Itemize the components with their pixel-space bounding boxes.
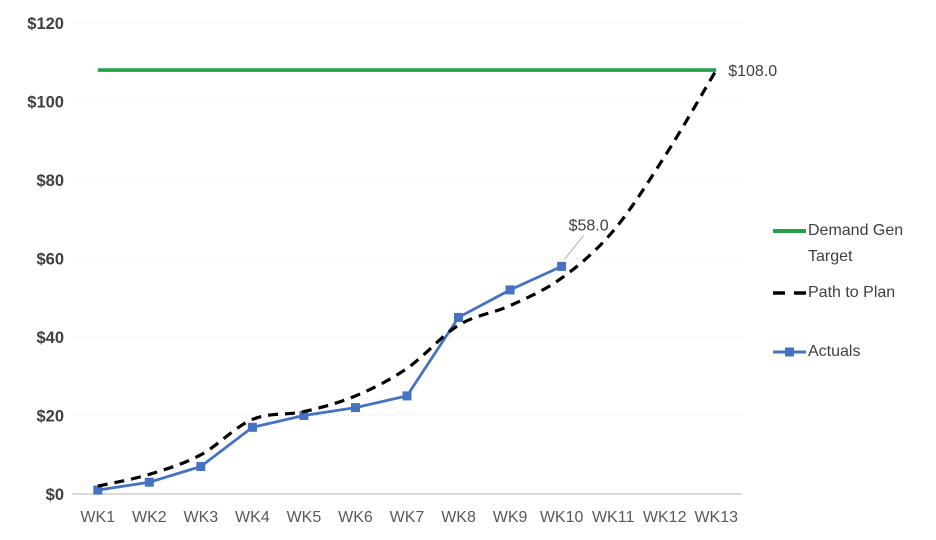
actuals-marker <box>247 422 257 432</box>
y-tick-label: $20 <box>36 408 64 426</box>
chart-legend: Demand Gen Target Path to Plan Actuals <box>772 218 936 365</box>
actuals-marker <box>557 261 567 271</box>
annotation-leader-line <box>564 235 585 260</box>
legend-label-path-to-plan: Path to Plan <box>808 284 896 301</box>
x-tick-label: WK6 <box>338 509 373 526</box>
x-tick-label: WK10 <box>540 509 584 526</box>
y-tick-label: $0 <box>46 486 64 504</box>
legend-item-path-to-plan: Path to Plan <box>772 280 936 306</box>
x-tick-label: WK4 <box>235 509 270 526</box>
x-tick-label: WK13 <box>694 509 738 526</box>
legend-label-actuals: Actuals <box>808 343 861 360</box>
x-tick-label: WK3 <box>184 509 219 526</box>
y-tick-label: $100 <box>27 94 64 112</box>
x-tick-label: WK9 <box>493 509 528 526</box>
actuals-marker <box>93 485 103 495</box>
y-tick-label: $80 <box>36 172 64 190</box>
x-tick-label: WK7 <box>390 509 425 526</box>
legend-blue-marker-line-icon <box>773 347 806 357</box>
legend-green-line-icon <box>773 229 806 233</box>
x-tick-label: WK2 <box>132 509 167 526</box>
actuals-marker <box>505 285 515 295</box>
path-to-plan-line <box>97 69 718 488</box>
actuals-marker <box>351 403 360 413</box>
actuals-marker <box>454 312 463 322</box>
x-tick-label: WK5 <box>287 509 322 526</box>
actuals-marker <box>196 462 206 471</box>
y-tick-label: $60 <box>36 251 64 269</box>
legend-dashed-line-icon <box>773 291 806 295</box>
actuals-line <box>97 265 563 492</box>
x-tick-label: WK11 <box>592 509 634 526</box>
y-tick-label: $40 <box>36 329 64 347</box>
legend-item-demand-gen-target: Demand Gen Target <box>772 218 936 270</box>
x-tick-label: WK8 <box>441 509 476 526</box>
legend-item-actuals: Actuals <box>772 339 936 365</box>
annotation-label: $108.0 <box>728 63 777 80</box>
annotation-label: $58.0 <box>569 217 609 234</box>
actuals-marker <box>299 411 309 420</box>
y-tick-label: $120 <box>27 15 64 33</box>
legend-label-demand-gen-target: Demand Gen Target <box>808 222 904 265</box>
actuals-marker <box>402 391 412 401</box>
actuals-marker <box>144 477 154 487</box>
x-tick-label: WK1 <box>80 509 115 526</box>
x-tick-label: WK12 <box>643 509 687 526</box>
